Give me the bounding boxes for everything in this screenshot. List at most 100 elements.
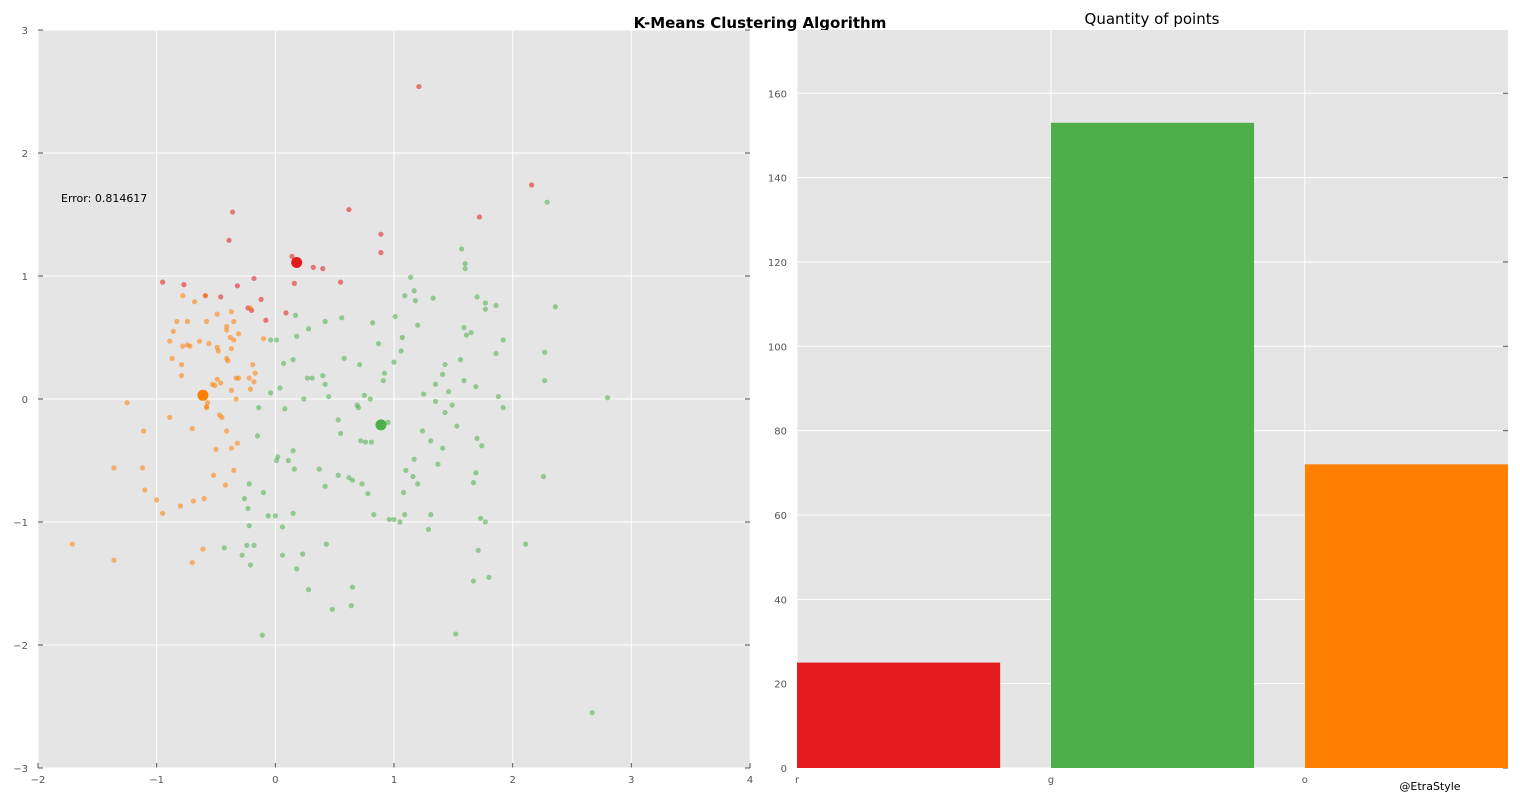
scatter-point <box>403 467 409 473</box>
scatter-point <box>362 439 369 445</box>
bar-x-tick-label: g <box>1048 775 1054 786</box>
scatter-point <box>228 345 235 352</box>
scatter-point <box>201 496 207 502</box>
scatter-point <box>111 465 117 471</box>
scatter-point <box>428 438 434 444</box>
scatter-point <box>124 400 130 406</box>
bar-tick-labels: 0 20 40 60 80 100 120 140 160 r g o <box>768 89 1308 786</box>
scatter-point <box>367 396 373 402</box>
scatter-point <box>320 266 326 272</box>
scatter-point <box>356 361 363 368</box>
scatter-point <box>320 373 326 379</box>
scatter-point <box>463 332 469 338</box>
scatter-point <box>246 523 252 529</box>
scatter-point <box>493 350 499 357</box>
scatter-y-tick-label: 0 <box>22 395 28 406</box>
scatter-point <box>246 375 252 381</box>
scatter-point <box>267 390 274 396</box>
scatter-point <box>202 293 208 299</box>
scatter-point <box>358 438 364 444</box>
scatter-point <box>218 294 224 300</box>
scatter-point <box>445 389 452 395</box>
bar-axes: 0 20 40 60 80 100 120 140 160 r g o Quantity of poi… <box>768 10 1508 786</box>
scatter-x-tick-label: 2 <box>509 775 515 786</box>
scatter-point <box>589 710 595 716</box>
scatter-gridlines <box>37 29 751 769</box>
scatter-point <box>385 419 391 425</box>
scatter-point <box>142 487 148 493</box>
scatter-point <box>371 512 377 518</box>
scatter-point <box>475 547 481 553</box>
scatter-point <box>215 348 221 354</box>
scatter-point <box>470 480 477 486</box>
scatter-point <box>219 414 225 421</box>
scatter-point <box>267 337 274 343</box>
scatter-point <box>251 275 257 282</box>
scatter-point <box>160 279 166 285</box>
scatter-point <box>265 513 271 519</box>
bar-chart-title: Quantity of points <box>1085 10 1220 28</box>
scatter-point <box>348 603 354 609</box>
scatter-point <box>402 512 408 518</box>
scatter-point <box>244 542 250 548</box>
scatter-point <box>468 329 474 336</box>
scatter-point <box>281 360 287 366</box>
cluster-centroid <box>197 389 209 401</box>
scatter-point <box>500 337 506 343</box>
scatter-point <box>410 473 416 480</box>
scatter-point <box>139 465 146 471</box>
scatter-point <box>378 231 384 237</box>
scatter-point <box>493 302 499 309</box>
scatter-point <box>411 456 417 462</box>
scatter-point <box>381 370 388 376</box>
scatter-point <box>111 557 117 563</box>
scatter-point <box>473 470 479 476</box>
scatter-point <box>408 274 414 280</box>
scatter-point <box>495 393 502 400</box>
bar-y-tick-label: 140 <box>768 174 787 185</box>
scatter-point <box>442 409 448 416</box>
scatter-point <box>180 343 186 349</box>
scatter-point <box>500 405 506 411</box>
scatter-point <box>454 423 460 429</box>
scatter-point <box>349 477 356 483</box>
scatter-point <box>305 587 312 593</box>
bar-r <box>797 662 1001 768</box>
scatter-point <box>251 379 257 385</box>
scatter-point <box>170 328 176 334</box>
scatter-point <box>187 343 193 349</box>
scatter-point <box>235 331 242 337</box>
scatter-point <box>425 526 432 532</box>
scatter-point <box>181 282 187 288</box>
scatter-point <box>435 461 441 467</box>
scatter-point <box>254 433 261 439</box>
scatter-point <box>338 279 344 285</box>
scatter-point <box>365 491 371 497</box>
scatter-point <box>258 296 264 302</box>
scatter-point <box>250 361 256 368</box>
scatter-point <box>370 320 376 326</box>
scatter-point <box>228 309 235 315</box>
scatter-point <box>457 357 464 363</box>
scatter-point <box>529 182 535 188</box>
scatter-point <box>391 516 397 523</box>
scatter-point <box>339 315 345 321</box>
scatter-point <box>160 510 166 516</box>
scatter-point <box>256 405 262 411</box>
scatter-x-tick-label: 1 <box>391 775 397 786</box>
watermark: @EtraStyle <box>1399 780 1460 793</box>
scatter-point <box>449 402 455 408</box>
scatter-point <box>338 430 344 437</box>
cluster-centroid <box>375 419 387 431</box>
scatter-point <box>224 327 230 333</box>
scatter-point <box>305 326 312 332</box>
scatter-point <box>196 338 202 344</box>
scatter-point <box>310 264 316 270</box>
scatter-point <box>346 206 352 213</box>
scatter-point <box>203 318 210 325</box>
scatter-point <box>234 283 240 289</box>
scatter-y-tick-label: −3 <box>13 764 28 775</box>
figure-suptitle: K-Means Clustering Algorithm <box>634 14 887 32</box>
